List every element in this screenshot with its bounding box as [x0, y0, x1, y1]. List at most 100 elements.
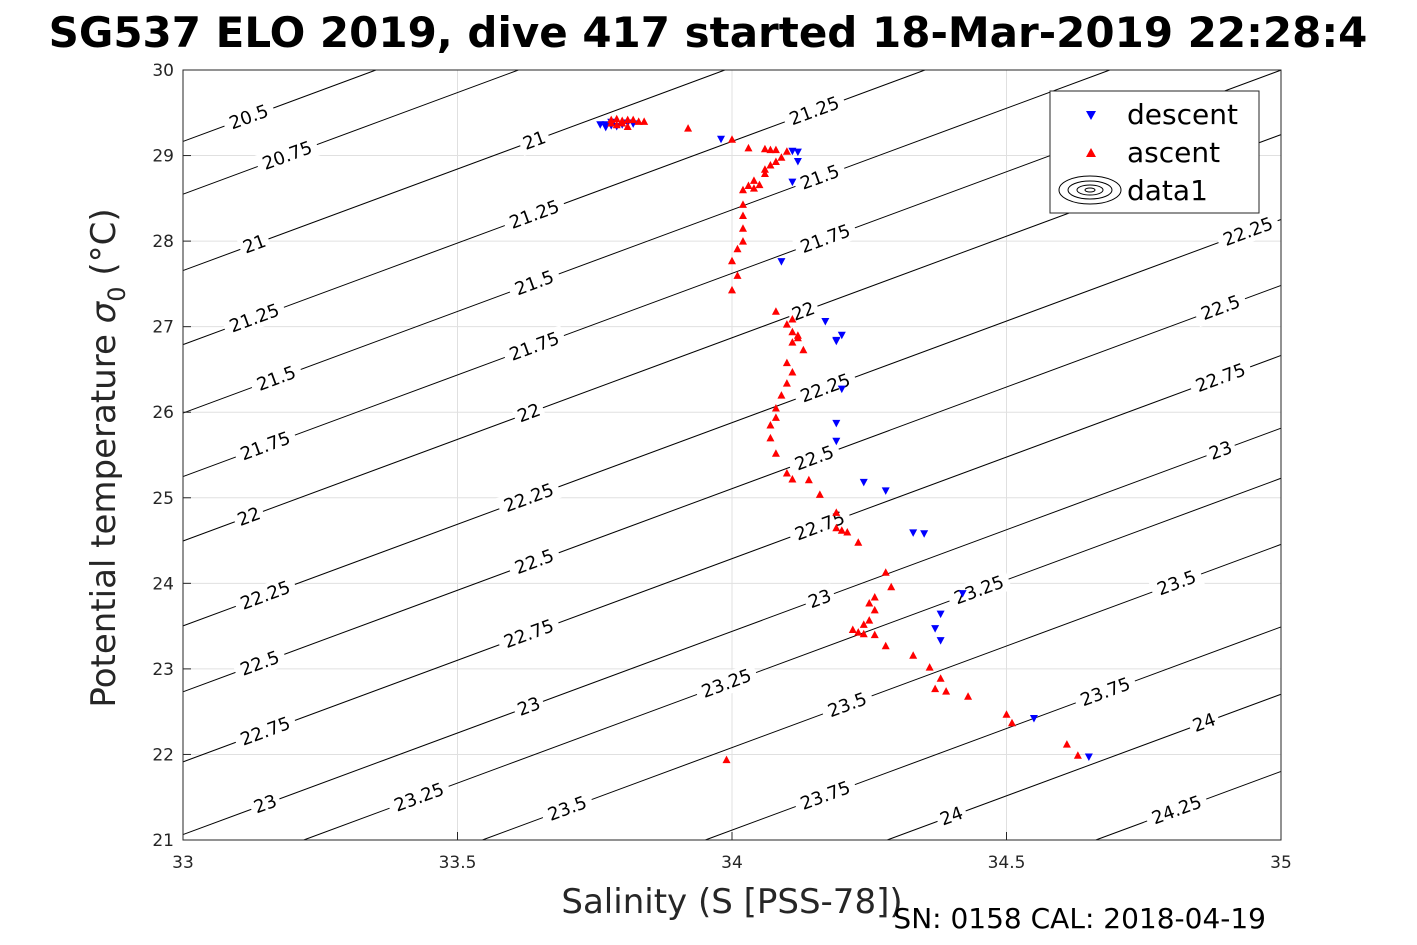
ascent-point — [738, 200, 747, 208]
ascent-point — [618, 119, 627, 127]
ascent-point — [629, 115, 638, 124]
y-axis-label-main: Potential temperature — [84, 323, 124, 707]
descent-point — [788, 147, 797, 156]
contour-label-bg — [221, 296, 288, 340]
ascent-point — [854, 628, 863, 636]
contour-label-bg — [236, 228, 273, 260]
descent-point — [920, 530, 929, 538]
contour-label-bg — [945, 568, 1013, 612]
contour-label-bg — [1071, 670, 1139, 714]
descent-point — [859, 478, 868, 487]
legend-box — [1049, 90, 1260, 214]
descent-point — [793, 148, 802, 157]
descent-point — [821, 318, 830, 326]
descent-point — [596, 121, 605, 129]
contour-label-bg — [780, 89, 848, 133]
ascent-point — [782, 358, 791, 367]
contour-label-bg — [501, 325, 568, 368]
ascent-point — [766, 433, 775, 442]
descent-point — [832, 337, 841, 346]
contour-label-bg — [501, 193, 568, 236]
y-tick-label: 24 — [152, 574, 174, 594]
contour-label-bg — [231, 644, 289, 683]
ascent-point — [777, 153, 786, 161]
ascent-point — [936, 674, 945, 682]
ascent-point — [771, 449, 780, 457]
contour-label-bg — [791, 217, 859, 261]
contour-label-bg — [1186, 707, 1223, 739]
y-axis-label-subscript: 0 — [103, 286, 131, 301]
isopycnal-line — [182, 284, 1282, 693]
ascent-point — [760, 165, 769, 173]
ascent-point — [607, 119, 616, 127]
y-tick-label: 29 — [152, 147, 174, 167]
x-tick-label: 34.5 — [988, 853, 1026, 873]
contour-label-bg — [230, 501, 267, 533]
ascent-point — [865, 616, 874, 624]
ascent-point — [722, 755, 731, 764]
ascent-point — [832, 523, 841, 532]
contour-label-bg — [385, 776, 453, 819]
descent-point — [717, 135, 726, 144]
legend-descent-label: descent — [1127, 98, 1238, 131]
ascent-point — [832, 508, 841, 516]
ascent-point — [771, 403, 780, 412]
ascent-point — [738, 237, 747, 245]
legend-ascent-marker — [1086, 148, 1096, 157]
contour-label-bg — [231, 574, 299, 617]
contour-label-bg — [1187, 356, 1254, 400]
descent-point — [793, 158, 802, 166]
isopycnal-line — [182, 69, 377, 142]
contour-label-bg — [786, 438, 843, 478]
ascent-point — [760, 144, 769, 153]
legend-data1-label: data1 — [1127, 174, 1208, 207]
legend-descent-marker — [1086, 111, 1096, 120]
x-tick-label: 34 — [721, 853, 743, 873]
y-axis-label: Potential temperature σ0 (°C) — [84, 208, 131, 707]
descent-point — [837, 385, 846, 394]
descent-point — [788, 178, 797, 187]
ascent-point — [870, 605, 879, 614]
descent-point — [936, 637, 945, 645]
contour-label-bg — [791, 774, 859, 817]
ascent-point — [766, 145, 775, 154]
contour-label-bg — [495, 612, 563, 656]
descent-point — [936, 610, 945, 619]
contour-label-bg — [506, 263, 563, 303]
contour-label-bg — [506, 542, 563, 582]
ascent-point — [766, 421, 775, 429]
ascent-point — [612, 114, 621, 123]
contour-label-bg — [510, 691, 547, 723]
ascent-point — [804, 475, 813, 484]
ascent-point — [684, 124, 693, 132]
ascent-point — [788, 338, 797, 346]
ascent-point — [815, 490, 824, 498]
contour-label-bg — [693, 662, 760, 705]
ascent-point — [1073, 751, 1082, 759]
contour-label-bg — [1143, 788, 1211, 832]
descent-point — [1029, 715, 1038, 723]
ascent-point — [854, 538, 863, 546]
legend-contour-icon — [1058, 175, 1122, 205]
contour-label-bg — [1202, 435, 1239, 467]
ascent-point — [909, 651, 918, 659]
x-axis-ticks: 33 33.5 34 34.5 35 — [172, 832, 1292, 873]
ascent-point — [1007, 718, 1016, 727]
legend: descent ascent data1 — [1049, 90, 1260, 214]
ascent-point — [749, 184, 758, 192]
y-axis-label-symbol: σ — [84, 300, 124, 323]
ascent-point — [1062, 740, 1071, 748]
ascent-point — [925, 663, 934, 671]
ascent-point — [760, 169, 769, 178]
ascent-point — [942, 687, 951, 695]
y-tick-label: 26 — [152, 403, 174, 423]
ascent-point — [881, 641, 890, 650]
contour-label-bg — [495, 476, 563, 520]
y-tick-label: 30 — [152, 61, 174, 81]
contour-labels: 20.520.75212121.2521.2521.2521.521.521.5… — [220, 89, 1282, 832]
ascent-point — [733, 271, 742, 279]
y-axis-label-unit: (°C) — [84, 208, 124, 286]
descent-point — [931, 625, 940, 633]
y-tick-label: 27 — [152, 318, 174, 338]
ascent-point — [738, 185, 747, 194]
